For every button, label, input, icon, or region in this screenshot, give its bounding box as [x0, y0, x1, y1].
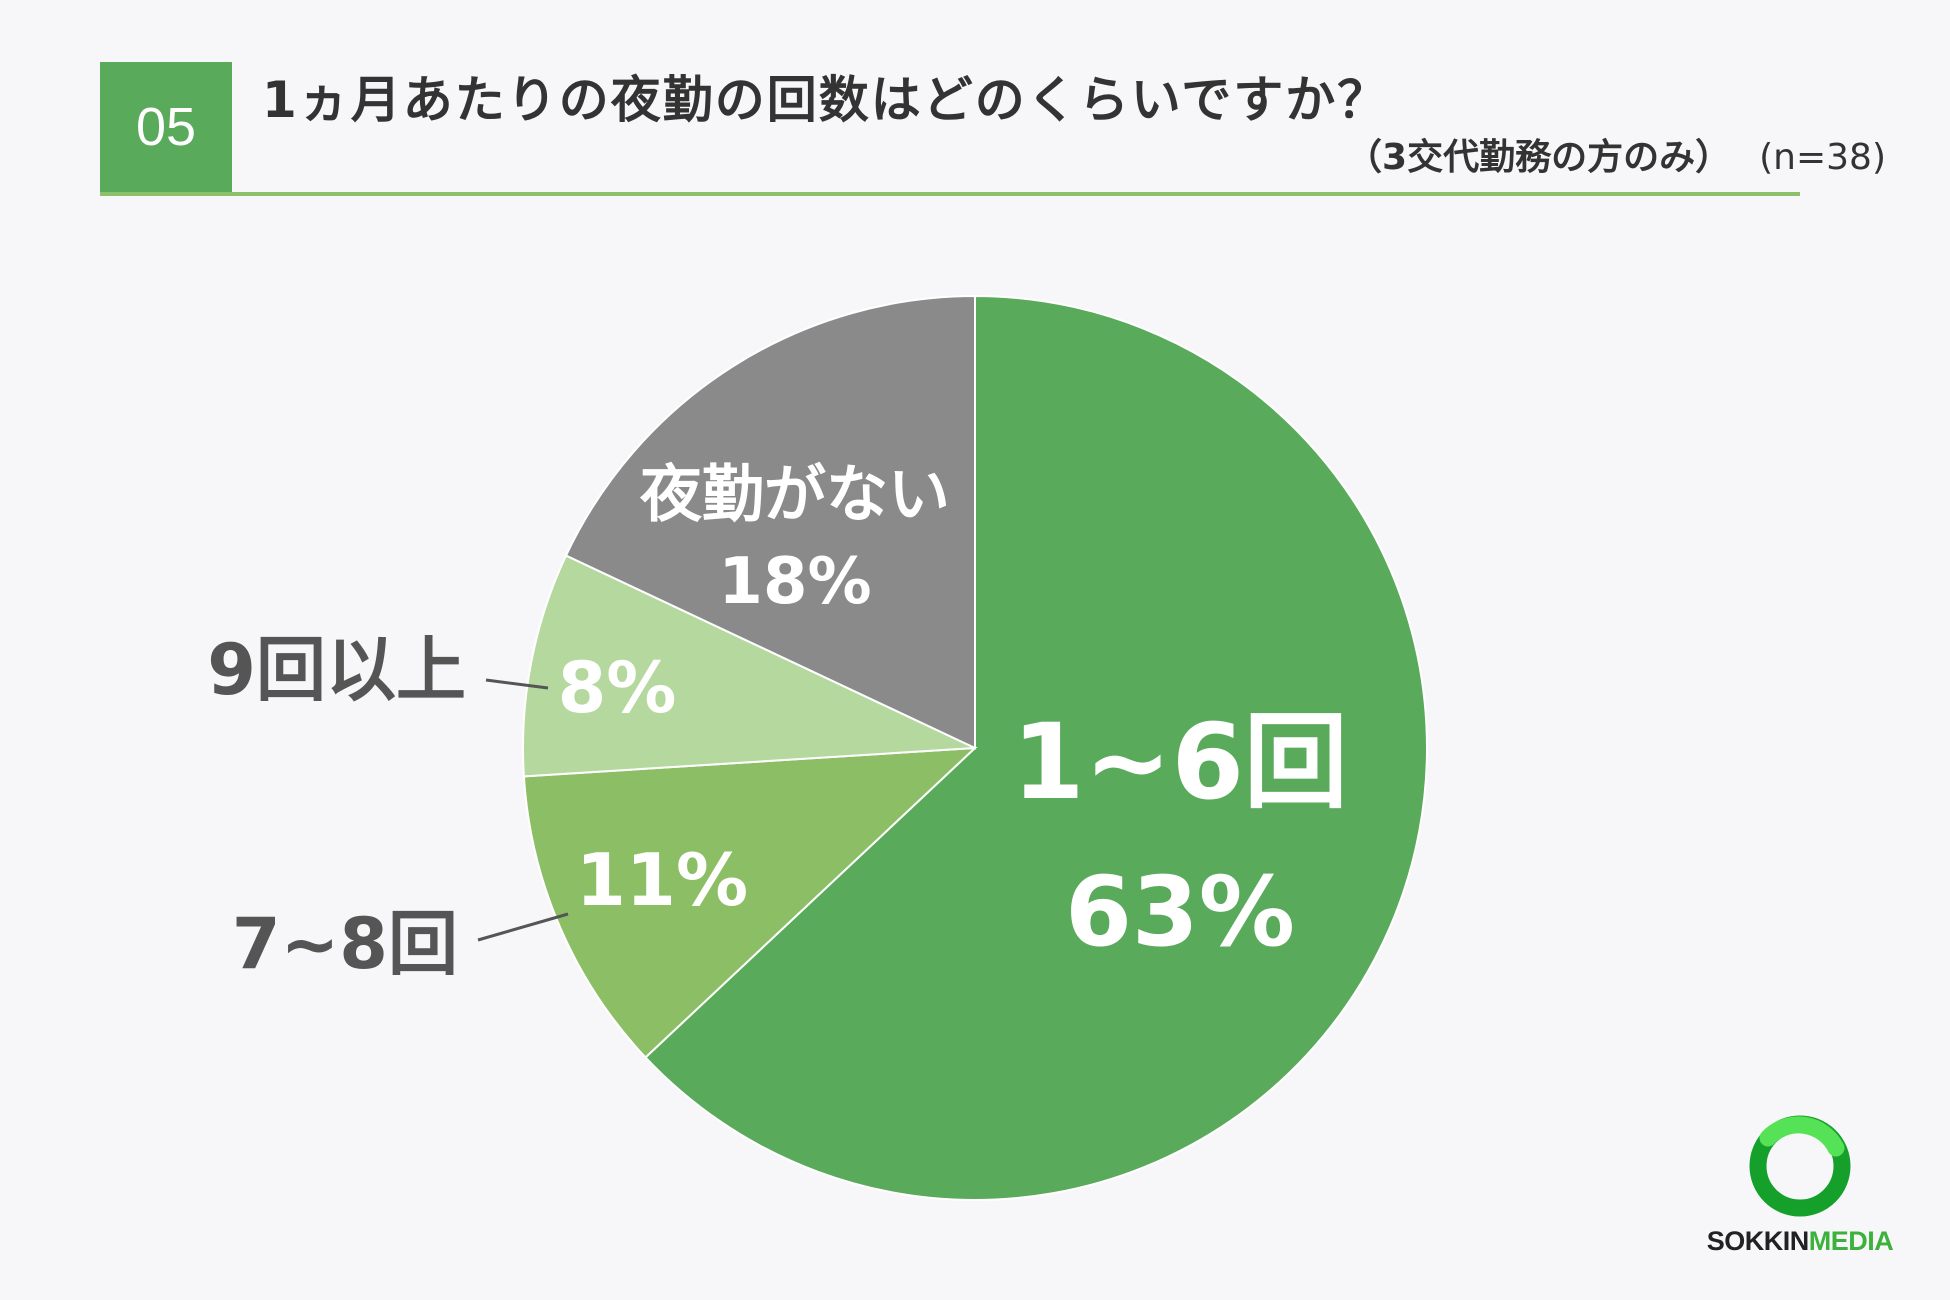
header-divider — [100, 192, 1800, 196]
outside-label-9-plus: 9回以上 — [207, 629, 466, 711]
slice-value-1-6: 63% — [1065, 856, 1295, 968]
question-number-badge: 05 — [100, 62, 232, 192]
pie-slice-9-plus — [522, 554, 976, 778]
slice-value-9-plus: 8% — [558, 647, 677, 729]
sokkin-media-logo: SOKKINMEDIA — [1690, 1108, 1910, 1268]
slice-value-none: 18% — [718, 545, 871, 619]
slice-label-1-6: 1~6回 — [1012, 701, 1348, 823]
chart-header: 05 1ヵ月あたりの夜勤の回数はどのくらいですか？ （3交代勤務の方のみ） (n=… — [0, 0, 1950, 200]
outside-label-7-8: 7~8回 — [232, 903, 458, 985]
logo-word-media: MEDIA — [1808, 1226, 1894, 1256]
logo-wordmark: SOKKINMEDIA — [1690, 1226, 1910, 1257]
chart-subtitle: （3交代勤務の方のみ） (n=38) — [1346, 128, 1886, 180]
sample-size: (n=38) — [1759, 137, 1886, 178]
subtitle-text: （3交代勤務の方のみ） — [1346, 137, 1732, 178]
slice-label-none: 夜勤がない — [639, 458, 950, 531]
ring-logo-icon — [1749, 1115, 1851, 1217]
leader-line-7-8 — [477, 912, 569, 942]
logo-word-sokkin: SOKKIN — [1706, 1226, 1810, 1256]
pie-slice-none — [564, 294, 976, 750]
leader-line-9-plus — [485, 678, 549, 690]
pie-slice-1-6 — [644, 294, 1428, 1201]
pie-slice-7-8 — [522, 746, 978, 1059]
slice-value-7-8: 11% — [576, 838, 748, 922]
chart-title: 1ヵ月あたりの夜勤の回数はどのくらいですか？ — [262, 71, 1390, 129]
